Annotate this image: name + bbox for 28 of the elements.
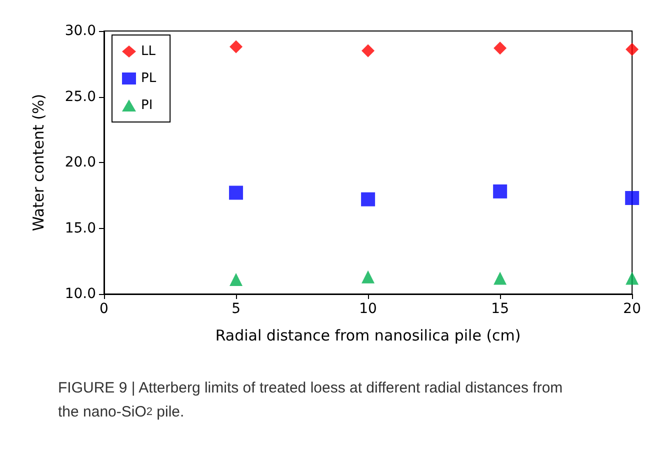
caption: FIGURE 9 | Atterberg limits of treated loess at different radial distances from the nano-SiO2 pile.: [58, 380, 567, 420]
point: [625, 191, 640, 206]
point: [494, 272, 507, 285]
point: [362, 44, 375, 58]
point: [494, 42, 507, 55]
legend-label: LL: [141, 44, 156, 59]
point: [493, 184, 508, 198]
y-axis-title: Water content (%): [30, 94, 48, 232]
y-tick-label: 10.0: [64, 286, 96, 302]
point: [229, 186, 244, 200]
x-tick-label: 0: [100, 301, 108, 317]
y-tick-label: 30.0: [64, 23, 96, 39]
point: [626, 42, 639, 56]
point: [626, 272, 639, 285]
x-tick-label: 5: [232, 301, 240, 317]
legend-label: PI: [141, 98, 153, 113]
y-tick-label: 25.0: [64, 88, 96, 105]
point: [230, 273, 243, 286]
y-tick-label: 15.0: [64, 220, 96, 236]
point: [230, 40, 243, 54]
x-axis-title: Radial distance from nanosilica pile (cm): [215, 326, 521, 344]
y-tick-label: 20.0: [64, 154, 96, 170]
x-tick-label: 15: [491, 301, 509, 317]
x-tick-label: 10: [359, 301, 377, 317]
point: [361, 192, 376, 206]
point: [362, 270, 375, 284]
x-tick-label: 20: [623, 301, 642, 317]
legend-label: PL: [141, 71, 157, 86]
